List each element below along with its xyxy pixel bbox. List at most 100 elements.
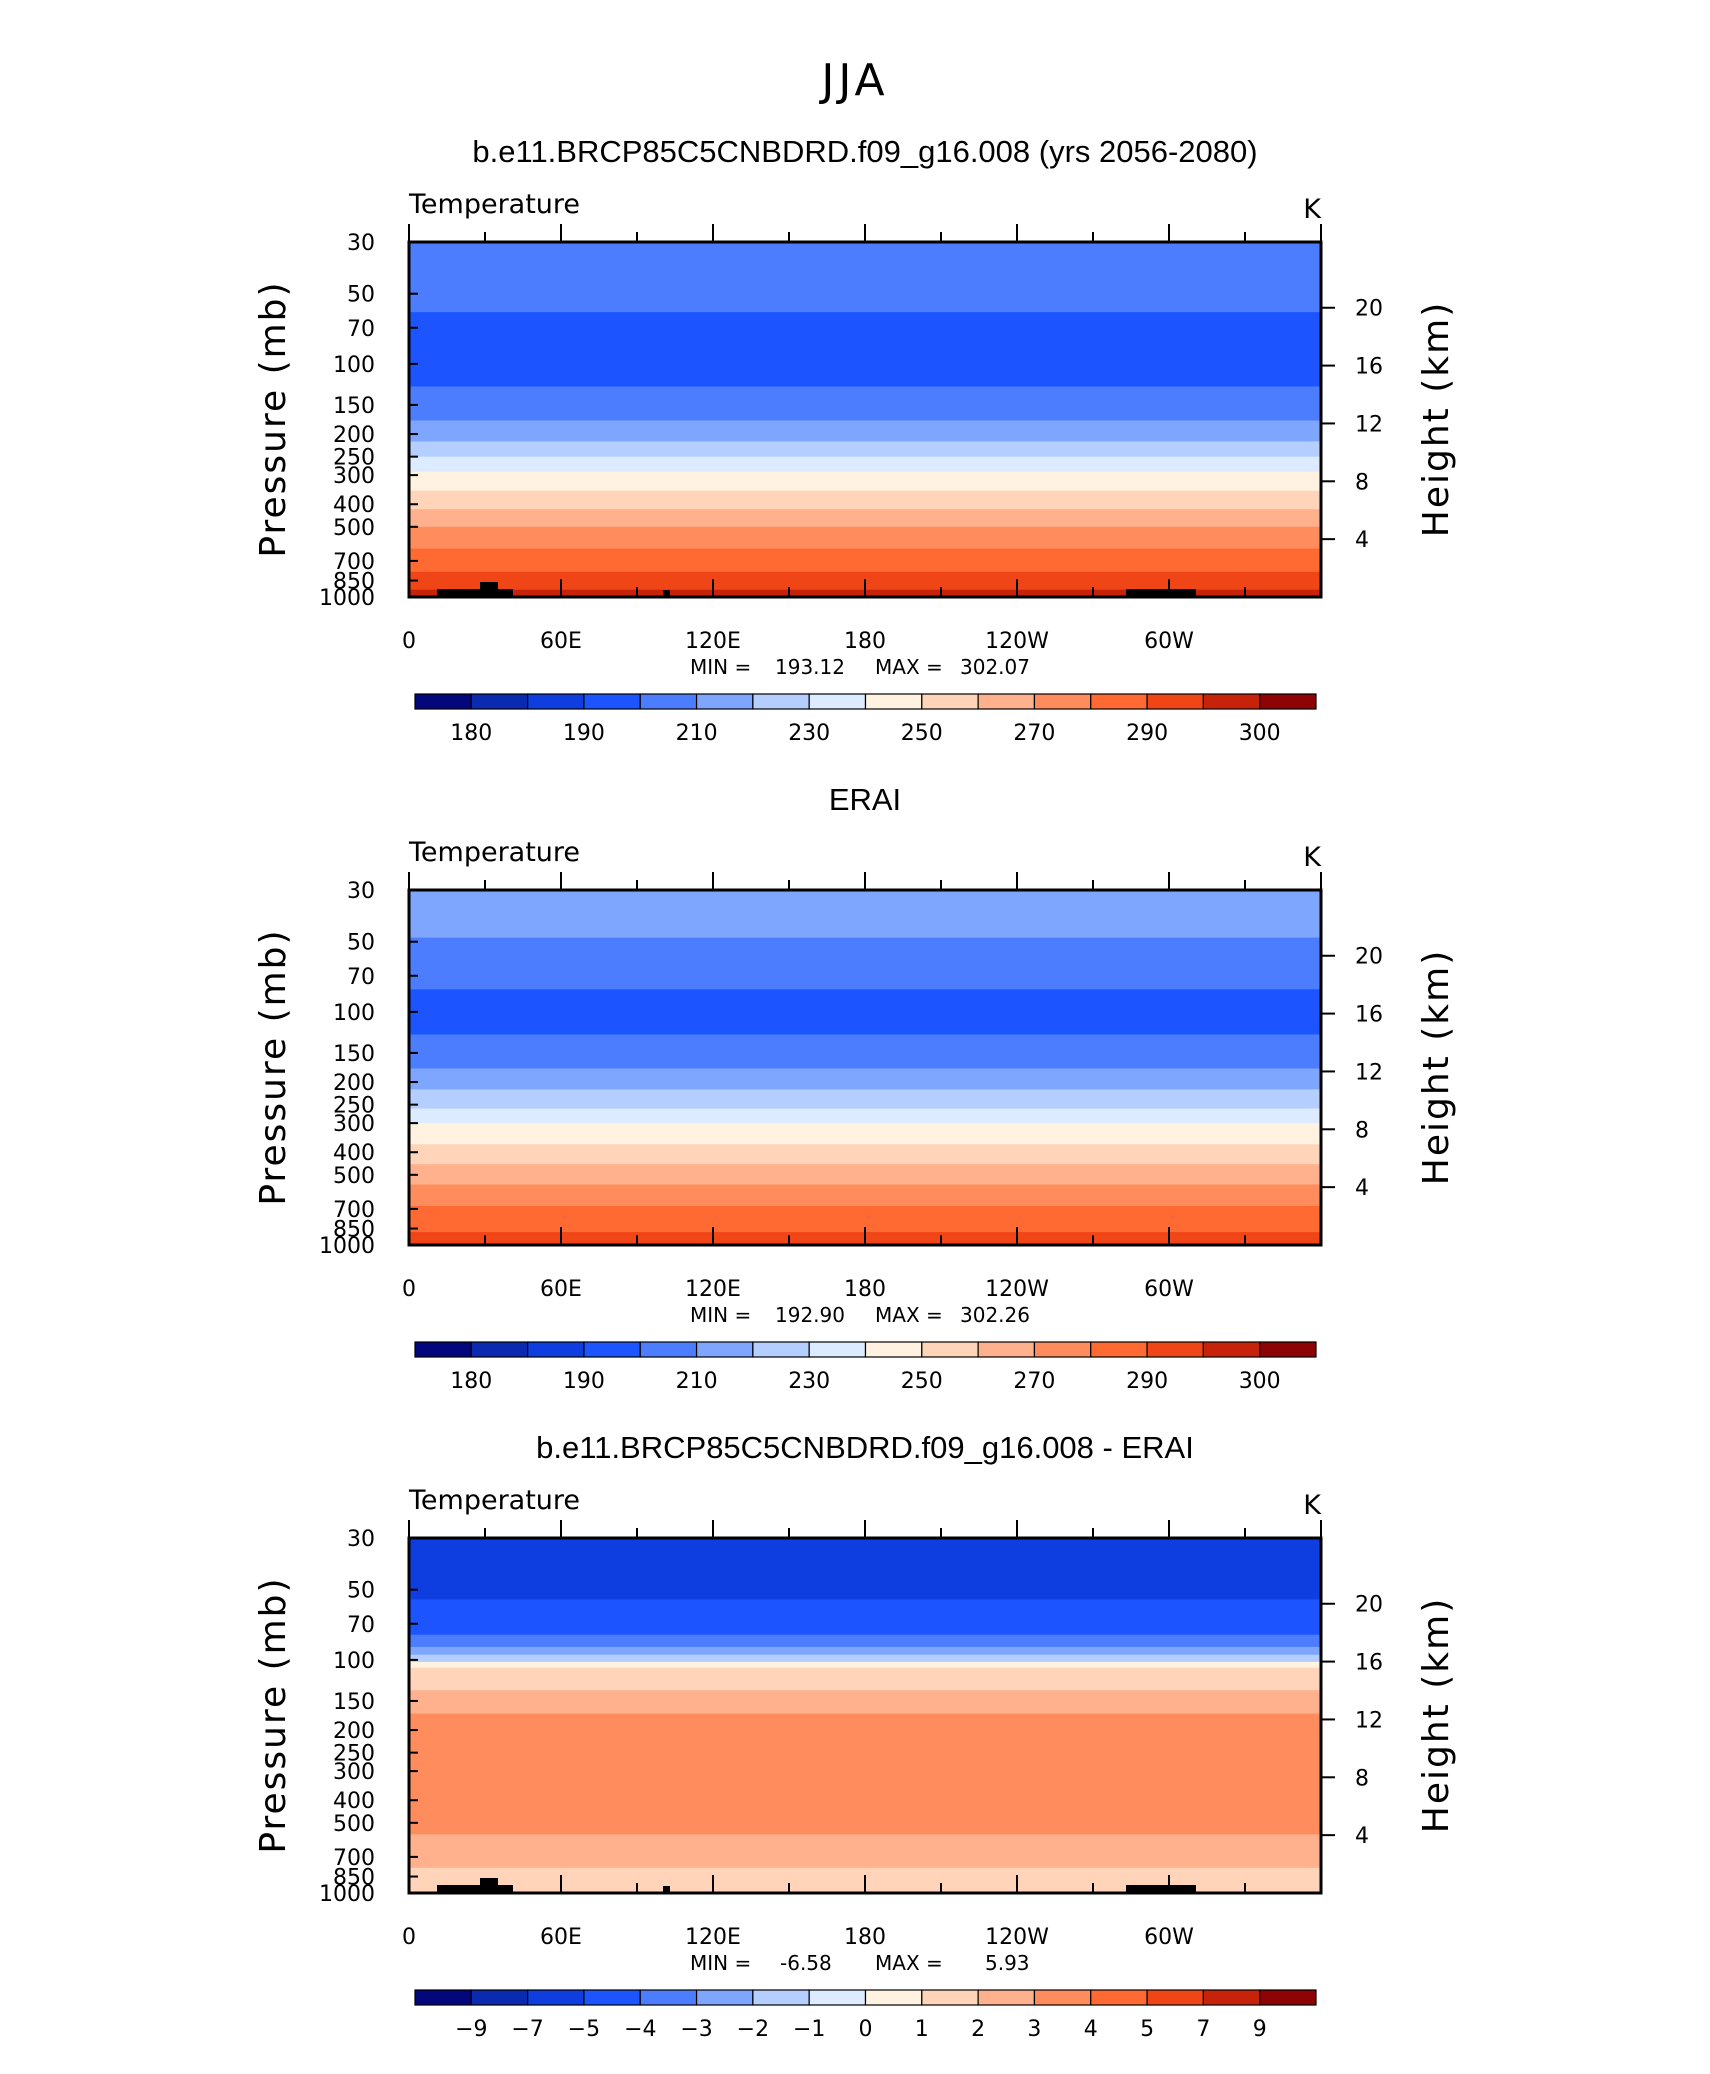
colorbar-swatch <box>1146 1989 1204 2006</box>
colorbar-label: 230 <box>788 1369 830 1394</box>
colorbar-swatch <box>414 1989 472 2006</box>
units-label: K <box>1303 842 1322 873</box>
topography-mask <box>663 590 670 597</box>
height-tick-label: 4 <box>1355 1176 1369 1201</box>
units-label: K <box>1303 194 1322 225</box>
y-tick-label: 30 <box>347 879 375 904</box>
colorbar-swatch <box>583 693 641 710</box>
page-title: JJA <box>818 55 888 106</box>
x-tick-label: 0 <box>402 629 416 654</box>
colorbar-swatch <box>695 1341 754 1358</box>
x-axis: 0 60E 120E 180 120W 60W <box>402 1520 1322 1950</box>
colorbar-swatch <box>470 1341 529 1358</box>
max-label: MAX = <box>875 1303 943 1327</box>
x-tick-label: 120E <box>685 1925 741 1950</box>
min-label: MIN = <box>690 655 751 679</box>
height-tick-label: 8 <box>1355 1766 1369 1791</box>
panel-erai: ERAI Temperature K 305070100150200250300… <box>253 782 1457 1394</box>
y-tick-label: 400 <box>333 1141 375 1166</box>
x-tick-label: 0 <box>402 1277 416 1302</box>
topography-mask <box>437 1885 513 1893</box>
colorbar-label: 9 <box>1253 2017 1267 2042</box>
colorbar-swatch <box>639 693 698 710</box>
colorbar-label: 180 <box>450 721 492 746</box>
colorbar-label: 290 <box>1126 1369 1168 1394</box>
max-label: MAX = <box>875 655 943 679</box>
panel-title: b.e11.BRCP85C5CNBDRD.f09_g16.008 (yrs 20… <box>472 134 1257 169</box>
colorbar-label: 4 <box>1084 2017 1098 2042</box>
colorbar: 180 190 210 230 250 270 290 300 <box>414 693 1317 746</box>
contour-band <box>409 1634 1321 1648</box>
x-axis: 0 60E 120E 180 120W 60W <box>402 872 1322 1302</box>
colorbar: 180 190 210 230 250 270 290 300 <box>414 1341 1317 1394</box>
y-axis-right: 4 8 12 16 20 <box>1321 1593 1383 1849</box>
colorbar-swatch <box>752 1341 810 1358</box>
contour-band <box>409 526 1321 550</box>
y-tick-label: 250 <box>333 1094 375 1119</box>
colorbar-label: 180 <box>450 1369 492 1394</box>
x-tick-label: 120E <box>685 629 741 654</box>
topography-mask <box>480 1878 498 1893</box>
height-tick-label: 20 <box>1355 1593 1383 1618</box>
topography-mask <box>437 589 513 597</box>
contour-band <box>409 937 1321 990</box>
colorbar-swatch <box>1033 1341 1092 1358</box>
colorbar-swatch <box>527 1341 585 1358</box>
min-label: MIN = <box>690 1303 751 1327</box>
y-tick-label: 400 <box>333 1789 375 1814</box>
contour-band <box>409 456 1321 473</box>
colorbar-swatch <box>1146 1341 1204 1358</box>
y-tick-label: 400 <box>333 493 375 518</box>
height-tick-label: 20 <box>1355 297 1383 322</box>
y-tick-label: 850 <box>333 1218 375 1243</box>
panel-difference: b.e11.BRCP85C5CNBDRD.f09_g16.008 - ERAI … <box>253 1430 1457 2042</box>
y-tick-label: 850 <box>333 1866 375 1891</box>
height-tick-label: 4 <box>1355 528 1369 553</box>
variable-label: Temperature <box>408 189 580 220</box>
y-tick-label: 150 <box>333 1690 375 1715</box>
y-tick-label: 150 <box>333 394 375 419</box>
colorbar-swatch <box>864 693 923 710</box>
colorbar-label: 3 <box>1027 2017 1041 2042</box>
height-tick-label: 16 <box>1355 355 1383 380</box>
y-tick-label: 250 <box>333 1742 375 1767</box>
y-tick-label: 30 <box>347 1527 375 1552</box>
contour-field <box>409 1538 1321 1893</box>
colorbar-label: −4 <box>624 2017 656 2042</box>
colorbar-label: 230 <box>788 721 830 746</box>
colorbar-label: −5 <box>568 2017 600 2042</box>
colorbar-label: 300 <box>1239 721 1281 746</box>
y-axis-title-left: Pressure (mb) <box>253 280 294 557</box>
contour-band <box>409 1089 1321 1110</box>
contour-band <box>409 386 1321 422</box>
contour-band <box>409 1834 1321 1869</box>
x-tick-label: 120W <box>985 1925 1049 1950</box>
y-tick-label: 700 <box>333 1846 375 1871</box>
height-tick-label: 8 <box>1355 470 1369 495</box>
colorbar-swatch <box>1033 693 1092 710</box>
contour-band <box>409 1123 1321 1145</box>
colorbar-label: 270 <box>1013 1369 1055 1394</box>
max-value: 302.26 <box>960 1303 1030 1327</box>
colorbar-swatch <box>1259 693 1317 710</box>
colorbar-swatch <box>1090 1989 1148 2006</box>
height-tick-label: 12 <box>1355 1060 1383 1085</box>
colorbar-swatch <box>1202 693 1261 710</box>
y-tick-label: 200 <box>333 1719 375 1744</box>
contour-band <box>409 1654 1321 1663</box>
contour-band <box>409 1646 1321 1656</box>
contour-band <box>409 1667 1321 1691</box>
x-tick-label: 60E <box>540 1277 582 1302</box>
colorbar-label: 270 <box>1013 721 1055 746</box>
colorbar-swatch <box>695 693 754 710</box>
topography-mask <box>1126 1885 1196 1893</box>
colorbar-label: 210 <box>676 1369 718 1394</box>
contour-band <box>409 312 1321 388</box>
contour-band <box>409 509 1321 528</box>
y-axis-title-left: Pressure (mb) <box>253 1576 294 1853</box>
colorbar-swatch <box>1202 1341 1261 1358</box>
contour-band <box>409 1184 1321 1207</box>
colorbar-swatch <box>808 693 867 710</box>
x-tick-label: 120W <box>985 629 1049 654</box>
